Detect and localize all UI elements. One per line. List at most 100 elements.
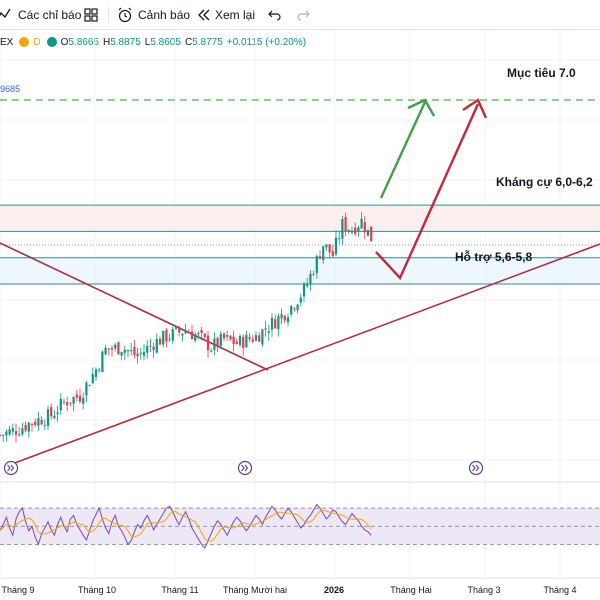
candle-up [338, 238, 341, 240]
candle-down [293, 308, 296, 310]
candle-down [66, 402, 69, 406]
x-tick-label: Tháng 9 [1, 585, 34, 595]
bullish-arrow-head [407, 98, 436, 117]
candle-up [357, 227, 360, 232]
candle-down [40, 420, 43, 425]
candle-up [56, 412, 59, 415]
candle-up [171, 329, 174, 341]
candle-up [43, 424, 46, 426]
candle-down [216, 337, 219, 347]
resistance-label: Kháng cự 6,0-6,2 [496, 175, 593, 189]
event-marker-icon [3, 460, 19, 476]
candle-down [331, 251, 334, 257]
candle-down [229, 335, 232, 340]
indicators-icon [0, 8, 11, 19]
candle-down [235, 341, 238, 344]
candle-up [181, 333, 184, 336]
candle-up [174, 327, 178, 329]
candle-up [309, 273, 312, 285]
replay-icon [198, 9, 210, 21]
interval-badge: D [33, 36, 41, 48]
candle-down [78, 395, 82, 402]
pullback-arrow-head [462, 98, 488, 119]
candle-up [5, 431, 8, 436]
candle-up [168, 338, 171, 340]
x-tick-label: 2026 [324, 585, 344, 595]
change-value: +0.0115 (+0.20%) [226, 36, 307, 48]
candle-up [219, 333, 222, 346]
candle-down [283, 315, 286, 321]
candle-down [206, 335, 210, 351]
candle-down [34, 421, 37, 426]
high-key: H [102, 36, 111, 48]
candle-up [347, 229, 350, 231]
candle-up [296, 304, 299, 311]
candle-up [62, 401, 66, 403]
candle-up [261, 329, 264, 345]
candle-up [123, 349, 126, 353]
close-value: 5.8775 [192, 36, 223, 48]
pullback-arrow [375, 103, 480, 281]
ascending-trendline [11, 243, 600, 465]
candle-down [107, 348, 110, 350]
candle-up [277, 316, 280, 330]
candle-up [267, 331, 270, 334]
badge-dot-orange [19, 37, 30, 47]
candle-up [197, 332, 200, 335]
candle-down [274, 319, 277, 329]
resistance-zone [0, 205, 600, 232]
candle-down [30, 423, 34, 425]
support-zone [0, 257, 600, 284]
candle-up [245, 334, 248, 348]
alert-clock-icon [118, 7, 132, 23]
candle-up [290, 305, 293, 315]
target-label: Mục tiêu 7.0 [507, 66, 576, 80]
alerts-button[interactable]: Cảnh báo [117, 5, 190, 25]
close-key: C [184, 36, 193, 48]
redo-button[interactable] [296, 5, 310, 25]
event-marker-chevron [472, 464, 480, 472]
candle-up [254, 335, 258, 341]
layout-grid-button[interactable] [84, 5, 98, 25]
candle-up [120, 352, 123, 356]
candle-up [98, 369, 101, 371]
candle-up [8, 429, 11, 435]
candle-down [344, 217, 347, 232]
candle-down [363, 222, 366, 233]
candle-down [354, 227, 357, 234]
candle-up [302, 284, 306, 297]
x-tick-label: Tháng 11 [161, 585, 198, 595]
candle-down [200, 329, 203, 334]
symbol-name: EX [0, 36, 14, 48]
event-marker-icon [468, 460, 484, 476]
candle-up [306, 283, 309, 287]
rsi-signal-line [0, 509, 372, 542]
candle-up [139, 352, 142, 354]
indicators-label: Các chỉ báo [18, 8, 82, 22]
replay-button[interactable]: Xem lại [197, 5, 255, 25]
candle-up [11, 428, 14, 432]
price-chart[interactable]: Mục tiêu 7.0 Kháng cự 6,0-6,2 Hỗ trợ 5,6-5… [0, 30, 600, 600]
candle-down [222, 333, 226, 339]
layout-grid-icon [84, 8, 98, 22]
indicators-button[interactable]: Các chỉ báo [0, 5, 81, 25]
candle-down [258, 335, 261, 342]
event-marker-chevron [241, 464, 249, 472]
candle-up [325, 244, 328, 248]
candle-down [14, 431, 18, 435]
toolbar: Các chỉ báo Cảnh báo Xem lại [0, 0, 600, 30]
candle-down [242, 336, 245, 349]
candle-down [152, 346, 155, 351]
high-value: 5.8875 [110, 36, 141, 48]
candle-up [184, 330, 187, 334]
candle-down [312, 273, 315, 275]
candle-down [318, 256, 322, 259]
support-label: Hỗ trợ 5,6-5,8 [455, 249, 533, 264]
candle-up [238, 335, 242, 345]
candle-down [75, 394, 78, 398]
candle-up [114, 344, 117, 349]
candle-down [190, 331, 194, 340]
undo-button[interactable] [268, 5, 282, 25]
price-scale-label: 9685 [0, 84, 20, 94]
candle-up [104, 347, 107, 355]
